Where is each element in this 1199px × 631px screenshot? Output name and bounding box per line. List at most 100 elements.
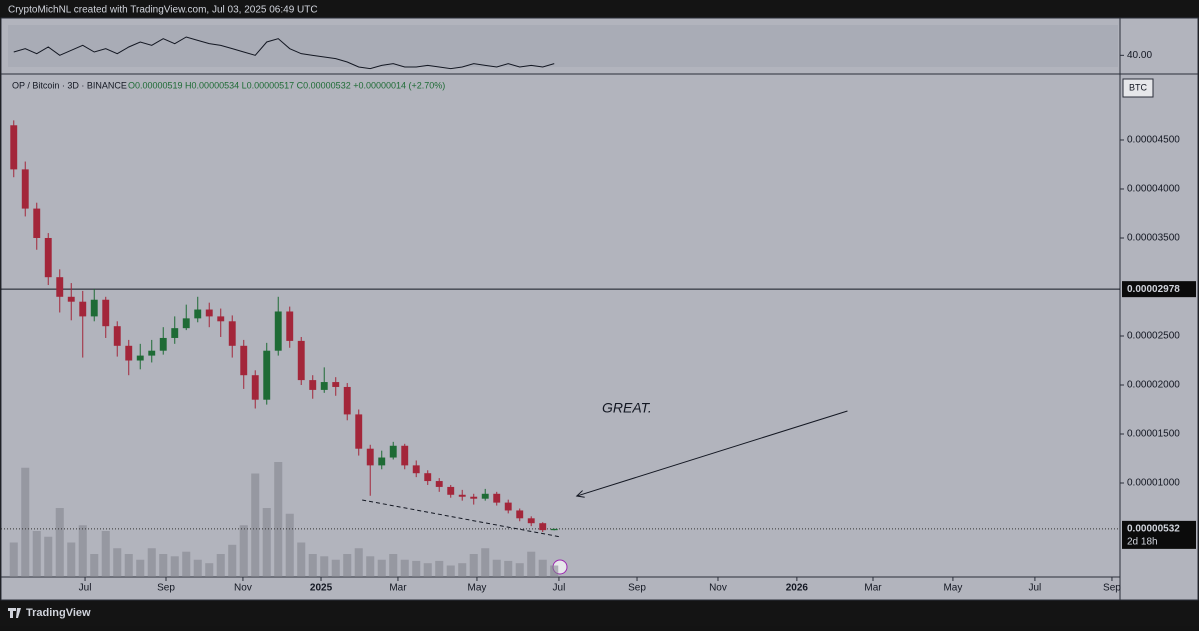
volume-bar	[44, 536, 53, 577]
x-tick-label: May	[467, 583, 486, 594]
volume-bar	[366, 556, 375, 577]
rsi-line	[13, 36, 555, 70]
chart-area	[0, 17, 1199, 601]
candle-body	[332, 382, 340, 387]
x-tick-label: Sep	[157, 583, 175, 594]
candle-body	[343, 386, 351, 415]
candle-body	[355, 414, 363, 449]
volume-bar	[527, 551, 536, 577]
candle-body	[159, 337, 167, 351]
rsi-tick-label: 40.00	[1127, 50, 1152, 61]
volume-bar	[78, 525, 87, 577]
volume-bar	[400, 559, 409, 577]
volume-bar	[101, 531, 110, 577]
candle-body	[378, 457, 386, 466]
candle-body	[516, 510, 524, 519]
x-tick-label: 2025	[310, 583, 333, 594]
annotation-text: GREAT.	[602, 400, 652, 416]
volume-bar	[550, 565, 559, 577]
candle-body	[194, 309, 202, 319]
candle-body	[366, 448, 374, 466]
candle-body	[10, 125, 18, 170]
candle-body	[205, 309, 213, 317]
candle-body	[148, 350, 156, 356]
x-tick-label: Nov	[709, 583, 727, 594]
arrow	[576, 410, 848, 497]
volume-bar	[377, 559, 386, 577]
candle-body	[56, 277, 64, 297]
currency-box	[1122, 78, 1154, 98]
y-tick-label: 0.00004500	[1127, 135, 1180, 146]
candle-body	[493, 493, 501, 503]
candle-body	[125, 345, 133, 361]
candle-body	[67, 296, 75, 302]
x-tick-label: May	[943, 583, 962, 594]
y-tick-label: 0.00001500	[1127, 429, 1180, 440]
price-line-label: 0.00002978	[1127, 284, 1180, 295]
volume-bar	[216, 554, 225, 577]
volume-bar	[297, 542, 306, 577]
volume-bar	[55, 508, 64, 577]
volume-bar	[170, 556, 179, 577]
x-tick-label: Jul	[79, 583, 92, 594]
volume-bar	[504, 560, 513, 577]
volume-bar	[228, 544, 237, 577]
y-tick-label: 0.00002500	[1127, 331, 1180, 342]
candle-body	[113, 326, 121, 346]
x-tick-label: Nov	[234, 583, 252, 594]
candle-body	[240, 345, 248, 376]
y-tick-label: 0.00004000	[1127, 184, 1180, 195]
trendline	[362, 499, 562, 538]
volume-bar	[492, 559, 501, 577]
volume-bar	[320, 556, 329, 577]
last-price-box	[1122, 520, 1196, 549]
candle-body	[401, 445, 409, 466]
volume-bar	[159, 554, 168, 577]
x-tick-label: Mar	[864, 583, 882, 594]
volume-bar	[389, 554, 398, 577]
candle-body	[286, 311, 294, 341]
candle-body	[412, 465, 420, 474]
symbol: OP / Bitcoin · 3D · BINANCE	[12, 80, 127, 90]
volume-bar	[113, 548, 122, 577]
volume-bar	[481, 548, 490, 577]
volume-bar	[193, 559, 202, 577]
candle-body	[458, 494, 466, 497]
x-tick-label: Sep	[1103, 583, 1121, 594]
candle-body	[550, 528, 558, 531]
candle-body	[21, 169, 29, 209]
candle-body	[470, 496, 478, 499]
volume-bar	[124, 554, 133, 577]
volume-bar	[251, 473, 260, 577]
volume-bar	[147, 548, 156, 577]
volume-bar	[469, 554, 478, 577]
y-tick-label: 0.00002000	[1127, 380, 1180, 391]
y-tick-label: 0.00001000	[1127, 478, 1180, 489]
last-price-label: 0.00000532	[1127, 524, 1180, 535]
volume-bar	[239, 525, 248, 577]
volume-bar	[538, 559, 547, 577]
candle-body	[504, 502, 512, 511]
candle-body	[539, 523, 547, 531]
volume-bar	[32, 531, 41, 577]
volume-bar	[205, 563, 214, 577]
candle-body	[136, 355, 144, 361]
arrow-head	[575, 490, 585, 498]
candle-body	[228, 321, 236, 346]
volume-bar	[21, 467, 30, 577]
y-tick-label: 0.00003500	[1127, 233, 1180, 244]
candle-body	[182, 318, 190, 329]
candle-body	[251, 375, 259, 400]
currency: BTC	[1129, 82, 1148, 92]
volume-bar	[90, 554, 99, 577]
volume-bar	[458, 563, 467, 577]
volume-bar	[354, 548, 363, 577]
volume-bar	[515, 563, 524, 577]
candle-body	[297, 340, 305, 381]
volume-bar	[331, 559, 340, 577]
candle-body	[447, 486, 455, 495]
x-tick-label: Sep	[628, 583, 646, 594]
candle-body	[102, 299, 110, 327]
